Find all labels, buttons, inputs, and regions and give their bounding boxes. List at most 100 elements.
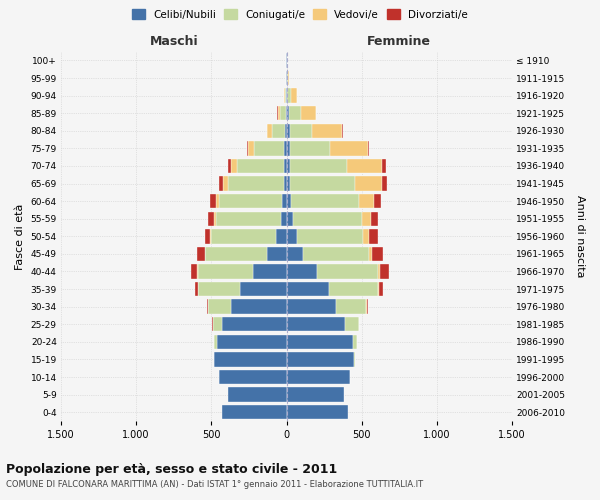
Bar [254, 141, 284, 156]
Bar [222, 317, 287, 332]
Bar [367, 300, 368, 314]
Bar [380, 264, 389, 278]
Y-axis label: Anni di nascita: Anni di nascita [575, 195, 585, 278]
Bar [197, 246, 205, 261]
Bar [216, 212, 281, 226]
Bar [288, 71, 289, 86]
Bar [372, 246, 383, 261]
Bar [285, 124, 287, 138]
Bar [289, 106, 301, 120]
Bar [214, 212, 216, 226]
Bar [207, 300, 208, 314]
Bar [216, 194, 219, 208]
Bar [382, 176, 388, 191]
Bar [214, 334, 217, 349]
Bar [253, 264, 287, 278]
Bar [287, 71, 288, 86]
Bar [301, 106, 316, 120]
Bar [213, 317, 222, 332]
Bar [378, 282, 379, 296]
Bar [336, 300, 366, 314]
Bar [293, 212, 362, 226]
Bar [291, 88, 297, 103]
Bar [287, 317, 345, 332]
Bar [363, 229, 368, 244]
Bar [312, 124, 342, 138]
Bar [287, 264, 317, 278]
Bar [291, 194, 359, 208]
Bar [284, 88, 286, 103]
Bar [359, 194, 374, 208]
Bar [287, 159, 290, 173]
Y-axis label: Fasce di età: Fasce di età [15, 203, 25, 270]
Bar [287, 405, 348, 419]
Bar [272, 124, 285, 138]
Bar [287, 106, 289, 120]
Bar [287, 282, 329, 296]
Bar [210, 229, 211, 244]
Bar [287, 88, 291, 103]
Bar [240, 282, 287, 296]
Bar [191, 264, 197, 278]
Bar [347, 159, 382, 173]
Bar [194, 282, 197, 296]
Bar [248, 141, 254, 156]
Bar [228, 159, 231, 173]
Bar [278, 106, 280, 120]
Bar [284, 141, 287, 156]
Bar [198, 264, 253, 278]
Bar [247, 141, 248, 156]
Bar [210, 194, 216, 208]
Bar [219, 194, 282, 208]
Bar [287, 370, 350, 384]
Bar [205, 229, 210, 244]
Bar [371, 212, 378, 226]
Bar [303, 246, 369, 261]
Bar [287, 194, 291, 208]
Bar [330, 141, 368, 156]
Bar [354, 352, 355, 366]
Bar [228, 388, 287, 402]
Bar [214, 352, 287, 366]
Bar [287, 124, 290, 138]
Bar [219, 370, 287, 384]
Bar [231, 300, 287, 314]
Bar [369, 246, 372, 261]
Bar [222, 405, 287, 419]
Bar [228, 176, 284, 191]
Bar [342, 124, 343, 138]
Bar [290, 159, 347, 173]
Bar [208, 212, 214, 226]
Bar [382, 159, 386, 173]
Bar [282, 194, 287, 208]
Bar [287, 141, 290, 156]
Bar [217, 334, 287, 349]
Bar [287, 212, 293, 226]
Bar [297, 229, 363, 244]
Text: Maschi: Maschi [149, 35, 198, 48]
Bar [223, 176, 228, 191]
Bar [355, 176, 382, 191]
Bar [374, 194, 382, 208]
Bar [290, 124, 312, 138]
Bar [267, 246, 287, 261]
Bar [284, 159, 287, 173]
Bar [379, 282, 383, 296]
Bar [231, 159, 237, 173]
Bar [362, 212, 371, 226]
Bar [317, 264, 378, 278]
Text: Femmine: Femmine [367, 35, 431, 48]
Bar [290, 141, 330, 156]
Bar [208, 300, 231, 314]
Bar [345, 317, 359, 332]
Bar [237, 159, 284, 173]
Bar [211, 229, 276, 244]
Bar [368, 229, 377, 244]
Legend: Celibi/Nubili, Coniugati/e, Vedovi/e, Divorziati/e: Celibi/Nubili, Coniugati/e, Vedovi/e, Di… [128, 5, 472, 24]
Bar [267, 124, 272, 138]
Bar [281, 212, 287, 226]
Bar [287, 388, 344, 402]
Bar [205, 246, 267, 261]
Text: COMUNE DI FALCONARA MARITTIMA (AN) - Dati ISTAT 1° gennaio 2011 - Elaborazione T: COMUNE DI FALCONARA MARITTIMA (AN) - Dat… [6, 480, 423, 489]
Bar [219, 176, 223, 191]
